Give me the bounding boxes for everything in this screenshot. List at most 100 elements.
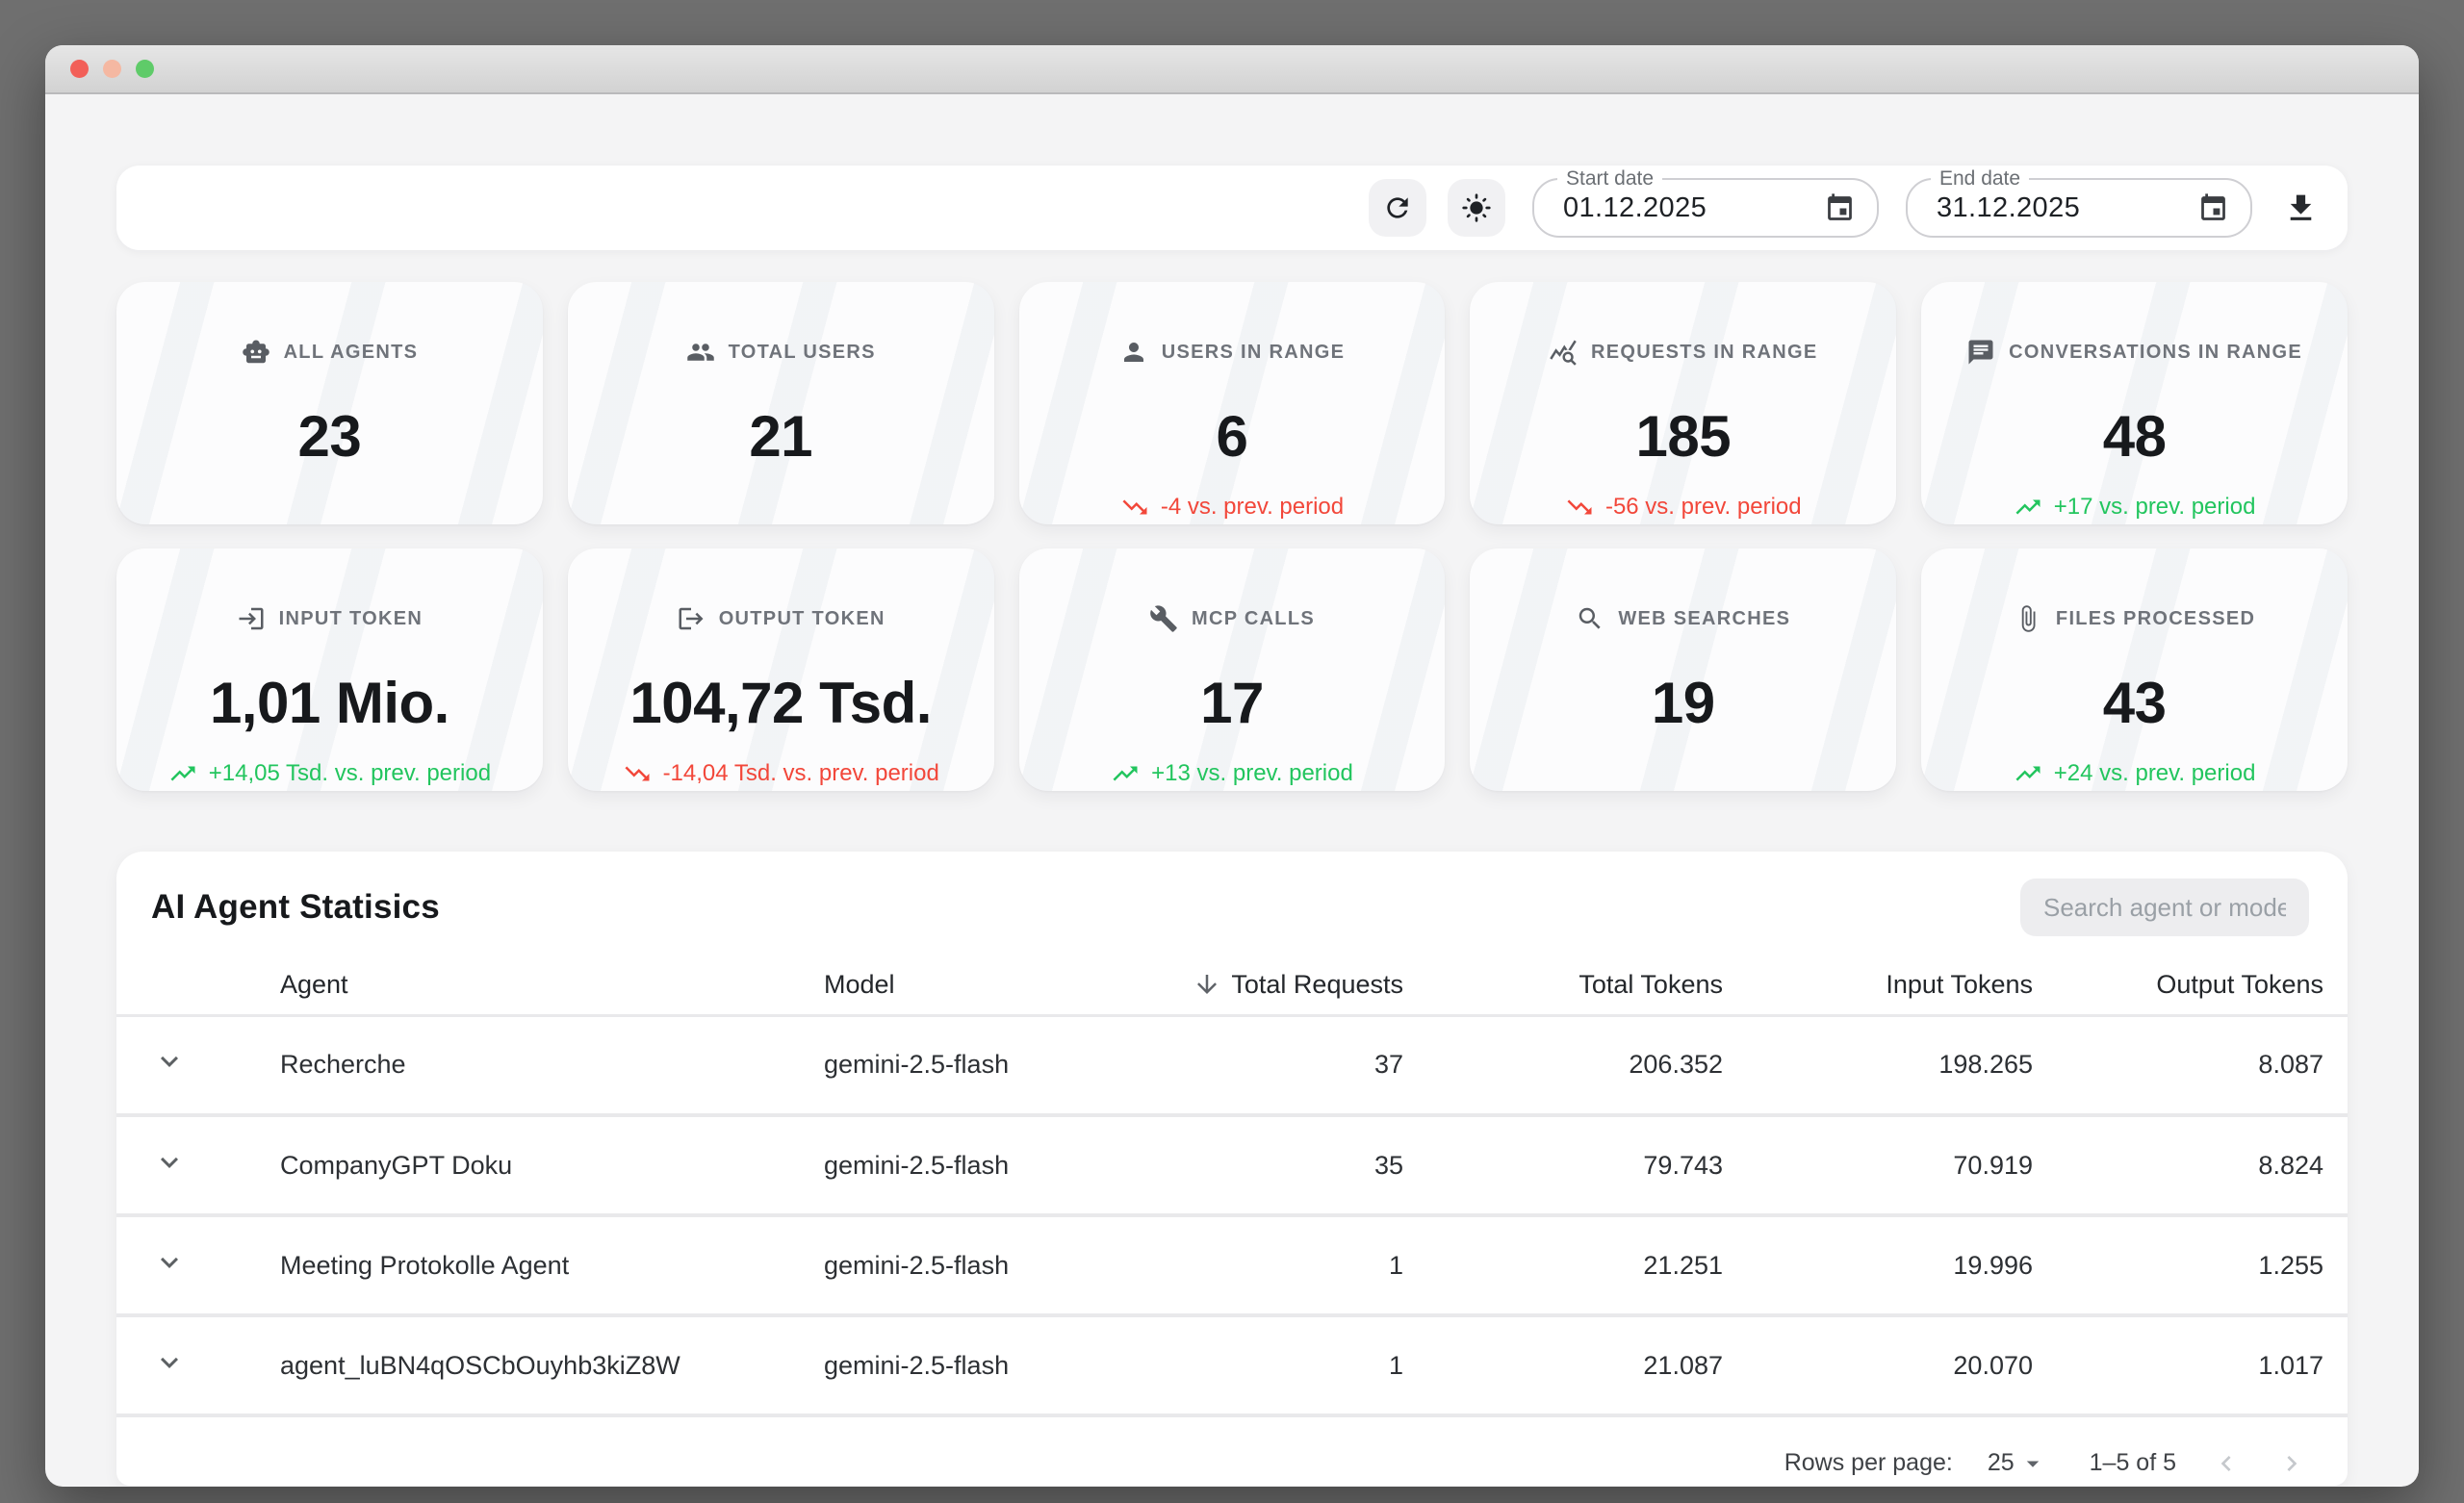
trending-up-icon	[2014, 493, 2042, 522]
stat-value: 43	[2102, 671, 2167, 735]
trending-up-icon	[1111, 759, 1140, 788]
output-tokens-cell: 8.824	[2033, 1115, 2348, 1217]
refresh-icon	[1382, 192, 1413, 223]
rows-per-page-label: Rows per page:	[1784, 1449, 1953, 1476]
end-date-field[interactable]: End date 31.12.2025	[1906, 167, 2252, 238]
stat-value: 185	[1635, 404, 1732, 469]
refresh-button[interactable]	[1369, 179, 1426, 237]
previous-page-button[interactable]	[2211, 1448, 2242, 1479]
total-tokens-cell: 79.743	[1403, 1115, 1723, 1217]
output-tokens-cell: 8.087	[2033, 1015, 2348, 1117]
column-header-agent[interactable]: Agent	[222, 955, 824, 1017]
stat-value: 17	[1200, 671, 1264, 735]
stat-card-web-searches: WEB SEARCHES 19	[1470, 548, 1897, 791]
stat-value: 23	[297, 404, 362, 469]
output-tokens-cell: 1.255	[2033, 1215, 2348, 1317]
agent-cell: agent_luBN4qOSCbOuyhb3kiZ8W	[222, 1315, 824, 1417]
stat-label: INPUT TOKEN	[278, 607, 424, 629]
expand-row-button[interactable]	[152, 1345, 187, 1380]
chevron-down-icon	[152, 1345, 187, 1380]
theme-toggle-button[interactable]	[1448, 179, 1505, 237]
stat-value: 48	[2102, 404, 2167, 469]
total-requests-cell: 1	[1113, 1215, 1403, 1317]
stat-trend: +24 vs. prev. period	[2014, 759, 2255, 788]
trending-up-icon	[168, 759, 197, 788]
zoom-button[interactable]	[136, 60, 154, 78]
stat-trend: -4 vs. prev. period	[1120, 493, 1344, 522]
trending-down-icon	[623, 759, 652, 788]
paperclip-icon	[2014, 604, 2042, 633]
output-tokens-cell: 1.017	[2033, 1315, 2348, 1417]
column-header-output-tokens[interactable]: Output Tokens	[2033, 955, 2348, 1017]
users-icon	[686, 338, 715, 367]
chevron-left-icon	[2211, 1448, 2242, 1479]
stat-card-mcp-calls: MCP CALLS 17 +13 vs. prev. period	[1018, 548, 1446, 791]
table-row: CompanyGPT Doku gemini-2.5-flash 35 79.7…	[116, 1115, 2348, 1217]
stat-card-output-token: OUTPUT TOKEN 104,72 Tsd. -14,04 Tsd. vs.…	[567, 548, 994, 791]
close-button[interactable]	[70, 60, 89, 78]
stat-label: FILES PROCESSED	[2055, 607, 2256, 629]
stat-card-files-processed: FILES PROCESSED 43 +24 vs. prev. period	[1921, 548, 2348, 791]
chevron-right-icon	[2276, 1448, 2307, 1479]
stat-trend: +14,05 Tsd. vs. prev. period	[168, 759, 491, 788]
total-tokens-cell: 21.251	[1403, 1215, 1723, 1317]
wrench-icon	[1149, 604, 1178, 633]
calendar-icon[interactable]	[1824, 192, 1856, 224]
end-date-value: 31.12.2025	[1937, 191, 2081, 223]
dashboard-toolbar: Start date 01.12.2025 End date 31.12.202…	[116, 166, 2348, 250]
stat-label: CONVERSATIONS IN RANGE	[2009, 341, 2303, 363]
app-window: Start date 01.12.2025 End date 31.12.202…	[45, 45, 2419, 1487]
stat-label: USERS IN RANGE	[1161, 341, 1346, 363]
stat-value: 6	[1216, 404, 1248, 469]
stat-label: WEB SEARCHES	[1618, 607, 1791, 629]
rows-per-page-select[interactable]: 25	[1988, 1449, 2047, 1478]
chat-icon	[1966, 338, 1995, 367]
search-input[interactable]	[2020, 879, 2309, 936]
stat-label: MCP CALLS	[1191, 607, 1315, 629]
stat-value: 21	[749, 404, 813, 469]
column-header-input-tokens[interactable]: Input Tokens	[1723, 955, 2033, 1017]
stat-value: 104,72 Tsd.	[629, 671, 932, 735]
input-tokens-cell: 70.919	[1723, 1115, 2033, 1217]
agent-cell: CompanyGPT Doku	[222, 1115, 824, 1217]
output-icon	[677, 604, 706, 633]
model-cell: gemini-2.5-flash	[824, 1015, 1113, 1117]
stat-card-input-token: INPUT TOKEN 1,01 Mio. +14,05 Tsd. vs. pr…	[116, 548, 543, 791]
table-row: agent_luBN4qOSCbOuyhb3kiZ8W gemini-2.5-f…	[116, 1315, 2348, 1417]
table-title: AI Agent Statisics	[151, 888, 440, 926]
calendar-icon[interactable]	[2197, 192, 2229, 224]
expand-row-button[interactable]	[152, 1245, 187, 1280]
start-date-field[interactable]: Start date 01.12.2025	[1532, 167, 1879, 238]
stat-trend: +17 vs. prev. period	[2014, 493, 2255, 522]
download-button[interactable]	[2283, 191, 2319, 226]
start-date-value: 01.12.2025	[1563, 191, 1707, 223]
column-header-model[interactable]: Model	[824, 955, 1113, 1017]
table-row: Recherche gemini-2.5-flash 37 206.352 19…	[116, 1015, 2348, 1117]
table-header-row: Agent Model Total Requests Total Tokens …	[116, 955, 2348, 1017]
input-tokens-cell: 198.265	[1723, 1015, 2033, 1117]
expand-row-button[interactable]	[152, 1044, 187, 1079]
stat-card-requests-in-range: REQUESTS IN RANGE 185 -56 vs. prev. peri…	[1470, 282, 1897, 524]
stat-trend: -14,04 Tsd. vs. prev. period	[623, 759, 939, 788]
input-tokens-cell: 19.996	[1723, 1215, 2033, 1317]
expand-row-button[interactable]	[152, 1145, 187, 1180]
next-page-button[interactable]	[2276, 1448, 2307, 1479]
stat-card-all-agents: ALL AGENTS 23	[116, 282, 543, 524]
stat-label: ALL AGENTS	[283, 341, 419, 363]
chevron-down-icon	[152, 1145, 187, 1180]
dropdown-arrow-icon	[2018, 1449, 2047, 1478]
column-header-total-tokens[interactable]: Total Tokens	[1403, 955, 1723, 1017]
agent-statistics-panel: AI Agent Statisics Agent Model Total Req…	[116, 852, 2348, 1486]
model-cell: gemini-2.5-flash	[824, 1115, 1113, 1217]
minimize-button[interactable]	[103, 60, 121, 78]
start-date-label: Start date	[1557, 167, 1663, 191]
stat-trend: +13 vs. prev. period	[1111, 759, 1353, 788]
column-header-total-requests[interactable]: Total Requests	[1113, 955, 1403, 1017]
stat-label: OUTPUT TOKEN	[718, 607, 886, 629]
robot-icon	[242, 338, 270, 367]
stat-value: 1,01 Mio.	[209, 671, 449, 735]
table-row: Meeting Protokolle Agent gemini-2.5-flas…	[116, 1215, 2348, 1317]
person-icon	[1119, 338, 1148, 367]
window-titlebar	[45, 45, 2419, 94]
trending-down-icon	[1120, 493, 1149, 522]
